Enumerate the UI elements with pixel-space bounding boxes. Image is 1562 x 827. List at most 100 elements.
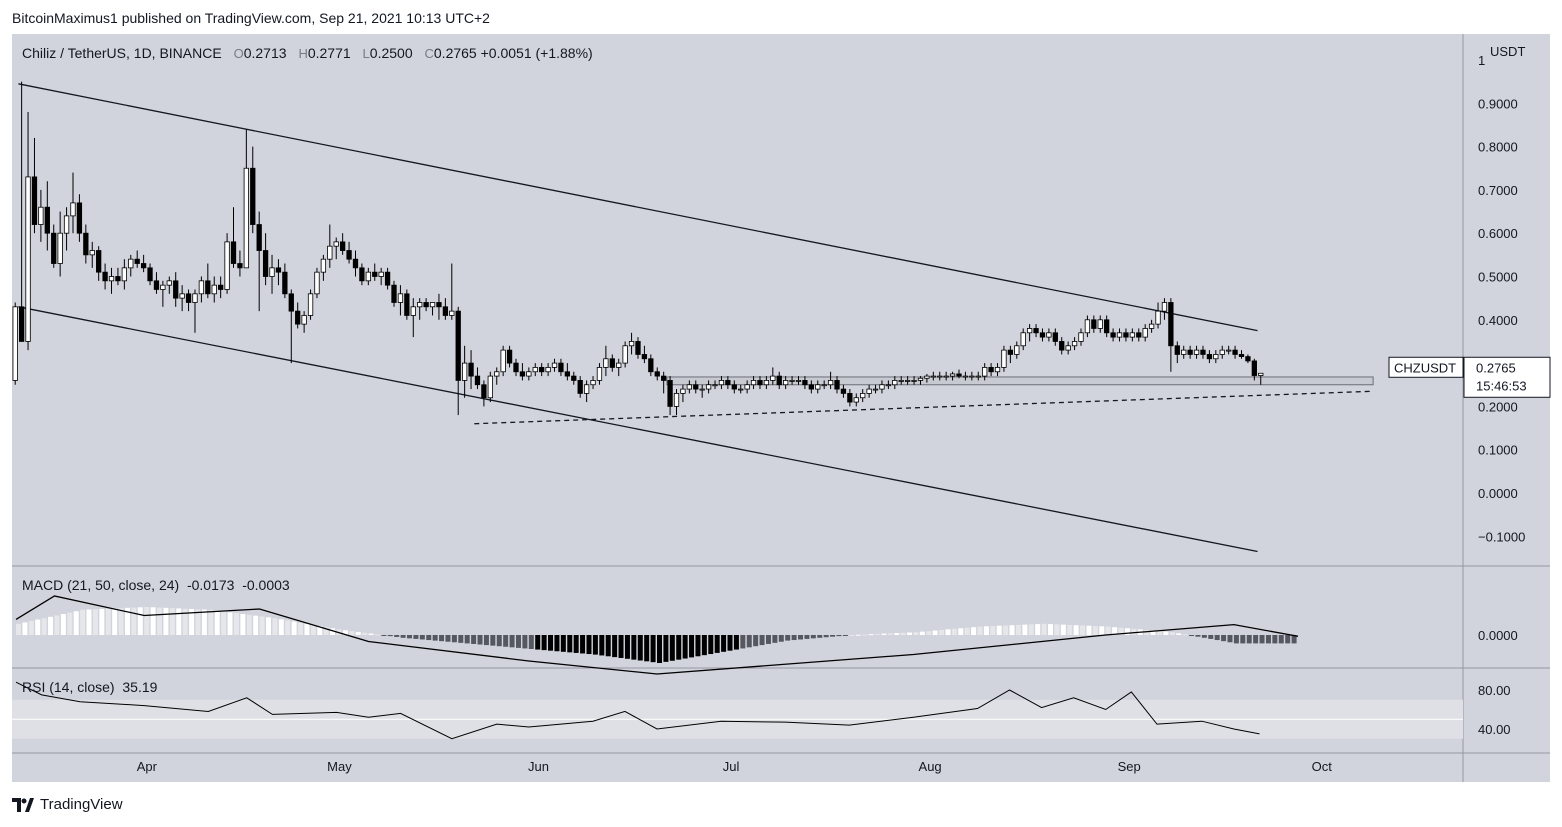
candle-body — [911, 380, 917, 382]
rsi-line — [15, 681, 1260, 740]
macd-histogram-bar — [894, 633, 900, 635]
macd-histogram-bar — [374, 634, 380, 636]
legend-open: 0.2713 — [243, 45, 287, 61]
candle-body — [1174, 345, 1180, 355]
candle-body — [449, 310, 455, 316]
candle-body — [956, 373, 962, 377]
candle-body — [12, 306, 18, 381]
price-tick-label: 1 — [1478, 53, 1485, 68]
macd-histogram-bar — [515, 635, 521, 648]
legend-symbol[interactable]: Chiliz / TetherUS, 1D, BINANCE — [22, 45, 222, 61]
candle-body — [153, 280, 160, 290]
macd-histogram-bar — [477, 635, 483, 645]
candle-body — [545, 367, 551, 373]
macd-histogram-bar — [631, 635, 637, 660]
candle-body — [346, 250, 352, 260]
macd-histogram-bar — [1227, 635, 1233, 643]
candle-body — [1238, 354, 1245, 358]
macd-histogram-bar — [496, 635, 502, 647]
candle-body — [654, 371, 660, 377]
macd-histogram-bar — [1233, 635, 1239, 644]
candle-body — [102, 271, 108, 282]
macd-histogram-bar — [80, 609, 86, 635]
macd-histogram-bar — [881, 633, 887, 635]
macd-histogram-bar — [618, 635, 624, 658]
price-tick-label: 0.4000 — [1478, 313, 1518, 328]
macd-histogram-bar — [163, 607, 169, 635]
macd-histogram-bar — [759, 635, 765, 646]
macd-histogram-bar — [868, 634, 874, 636]
rsi-label[interactable]: RSI (14, close) — [22, 679, 115, 695]
macd-histogram-bar — [887, 633, 893, 635]
candle-body — [1046, 332, 1052, 338]
candle-body — [1123, 332, 1129, 338]
macd-histogram-bar — [1054, 624, 1060, 635]
macd-histogram-bar — [605, 635, 611, 657]
candle-body — [776, 375, 782, 386]
candle-body — [359, 267, 365, 282]
candle-body — [1014, 345, 1020, 355]
macd-histogram-bar — [419, 635, 425, 640]
macd-histogram-bar — [906, 632, 912, 635]
legend-close-key: C — [424, 46, 434, 61]
macd-histogram-bar — [765, 635, 771, 644]
candle-body — [982, 367, 988, 377]
macd-histogram-bar — [246, 614, 252, 635]
candle-body — [1232, 349, 1238, 355]
candle-body — [725, 380, 731, 386]
macd-histogram-bar — [1041, 623, 1047, 635]
macd-histogram-bar — [105, 608, 111, 635]
candle-body — [917, 377, 924, 381]
macd-histogram-bar — [189, 608, 195, 635]
price-tick-label: 0.1000 — [1478, 443, 1518, 458]
candle-body — [866, 388, 872, 394]
candle-body — [583, 384, 590, 394]
rsi-legend: RSI (14, close) 35.19 — [22, 679, 157, 695]
macd-histogram-bar — [157, 607, 163, 635]
macd-histogram-bar — [983, 626, 989, 635]
macd-histogram-bar — [964, 627, 970, 635]
candle-body — [1007, 349, 1014, 355]
symbol-tag-text: CHZUSDT — [1394, 360, 1456, 375]
candle-body — [494, 371, 500, 377]
macd-histogram-bar — [554, 635, 560, 652]
macd-histogram-bar — [599, 635, 605, 656]
candle-body — [198, 280, 205, 295]
candle-body — [128, 258, 134, 269]
macd-histogram-bar — [650, 635, 656, 663]
footer-logo-text[interactable]: TradingView — [40, 796, 123, 813]
candle-body — [1148, 323, 1155, 329]
candle-body — [320, 258, 327, 273]
chart-panel[interactable] — [12, 34, 1550, 782]
macd-histogram-bar — [644, 635, 650, 662]
macd-label[interactable]: MACD (21, 50, close, 24) — [22, 577, 180, 593]
candle-body — [1258, 372, 1264, 376]
candle-body — [609, 358, 615, 368]
candle-body — [96, 250, 102, 273]
candle-body — [218, 284, 224, 290]
candle-body — [616, 362, 622, 368]
candle-body — [872, 388, 879, 391]
candle-body — [622, 345, 628, 364]
macd-histogram-bar — [778, 635, 784, 642]
candle-body — [417, 302, 423, 308]
candle-body — [532, 367, 538, 373]
candle-body — [44, 206, 50, 234]
macd-histogram-bar — [798, 635, 804, 640]
macd-histogram-bar — [842, 635, 848, 636]
macd-histogram-bar — [830, 635, 836, 637]
candle-body — [770, 375, 776, 381]
candle-body — [333, 241, 339, 247]
macd-histogram-bar — [990, 626, 996, 635]
candle-body — [1193, 349, 1200, 355]
macd-histogram-bar — [330, 628, 336, 635]
candle-body — [596, 367, 603, 381]
macd-histogram-bar — [413, 635, 419, 639]
axis-unit: USDT — [1490, 44, 1525, 59]
macd-histogram-bar — [855, 634, 861, 636]
macd-histogram-bar — [548, 635, 554, 651]
candle-body — [25, 176, 31, 342]
macd-histogram-bar — [92, 609, 98, 635]
candle-body — [134, 258, 140, 264]
macd-histogram-bar — [996, 625, 1002, 635]
